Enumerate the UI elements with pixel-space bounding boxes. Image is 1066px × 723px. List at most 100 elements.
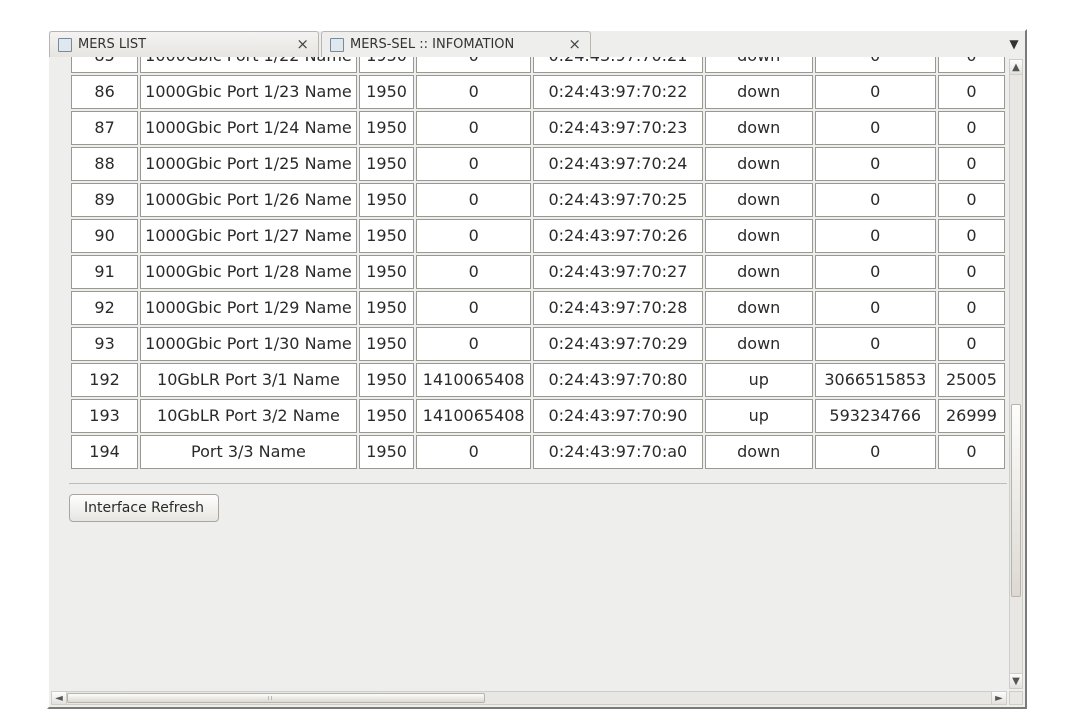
cell-speed: 0 <box>416 111 531 145</box>
cell-name: 1000Gbic Port 1/28 Name <box>140 255 357 289</box>
cell-col7: 0 <box>815 291 936 325</box>
cell-name: 1000Gbic Port 1/25 Name <box>140 147 357 181</box>
client-area: 851000Gbic Port 1/22 Name195000:24:43:97… <box>49 57 1025 691</box>
scroll-left-arrow-icon[interactable]: ◄ <box>52 692 67 704</box>
cell-col7: 0 <box>815 147 936 181</box>
cell-mac: 0:24:43:97:70:27 <box>533 255 703 289</box>
cell-col8: 0 <box>938 255 1005 289</box>
cell-mac: 0:24:43:97:70:22 <box>533 75 703 109</box>
cell-idx: 193 <box>71 399 138 433</box>
table-row[interactable]: 19210GbLR Port 3/1 Name195014100654080:2… <box>71 363 1005 397</box>
vscroll-track[interactable] <box>1010 75 1022 673</box>
cell-name: 1000Gbic Port 1/30 Name <box>140 327 357 361</box>
interface-table: 851000Gbic Port 1/22 Name195000:24:43:97… <box>69 57 1007 471</box>
cell-col8: 0 <box>938 219 1005 253</box>
cell-state: down <box>705 111 813 145</box>
cell-idx: 90 <box>71 219 138 253</box>
cell-col8: 0 <box>938 57 1005 73</box>
cell-mtu: 1950 <box>359 399 415 433</box>
hscroll-track[interactable] <box>67 692 991 704</box>
hscroll-thumb[interactable] <box>67 693 485 703</box>
close-icon[interactable]: × <box>293 37 312 52</box>
cell-name: 1000Gbic Port 1/29 Name <box>140 291 357 325</box>
vscroll-thumb[interactable] <box>1011 404 1021 597</box>
tab-bar: MERS LIST × MERS-SEL :: INFOMATION × ▼ <box>49 31 1025 58</box>
cell-state: down <box>705 327 813 361</box>
scroll-up-arrow-icon[interactable]: ▲ <box>1010 60 1022 75</box>
cell-mtu: 1950 <box>359 57 415 73</box>
tab-mers-list[interactable]: MERS LIST × <box>49 31 319 57</box>
cell-col8: 0 <box>938 435 1005 469</box>
cell-mac: 0:24:43:97:70:21 <box>533 57 703 73</box>
cell-state: down <box>705 147 813 181</box>
vertical-scrollbar[interactable]: ▲ ▼ <box>1009 59 1023 689</box>
cell-speed: 0 <box>416 147 531 181</box>
table-row[interactable]: 871000Gbic Port 1/24 Name195000:24:43:97… <box>71 111 1005 145</box>
cell-col8: 26999 <box>938 399 1005 433</box>
cell-mac: 0:24:43:97:70:80 <box>533 363 703 397</box>
cell-mtu: 1950 <box>359 291 415 325</box>
cell-name: 10GbLR Port 3/1 Name <box>140 363 357 397</box>
table-row[interactable]: 911000Gbic Port 1/28 Name195000:24:43:97… <box>71 255 1005 289</box>
cell-speed: 0 <box>416 255 531 289</box>
table-row[interactable]: 921000Gbic Port 1/29 Name195000:24:43:97… <box>71 291 1005 325</box>
table-row[interactable]: 19310GbLR Port 3/2 Name195014100654080:2… <box>71 399 1005 433</box>
cell-speed: 1410065408 <box>416 363 531 397</box>
cell-state: up <box>705 363 813 397</box>
cell-idx: 93 <box>71 327 138 361</box>
cell-idx: 86 <box>71 75 138 109</box>
cell-mac: 0:24:43:97:70:25 <box>533 183 703 217</box>
table-row[interactable]: 931000Gbic Port 1/30 Name1950 0 0:24:43:97… <box>71 327 1005 361</box>
cell-speed: 0 <box>416 435 531 469</box>
cell-col8: 25005 <box>938 363 1005 397</box>
cell-col8: 0 <box>938 111 1005 145</box>
cell-mac: 0:24:43:97:70:24 <box>533 147 703 181</box>
tab-title: MERS-SEL :: INFOMATION <box>350 37 559 52</box>
cell-idx: 92 <box>71 291 138 325</box>
tab-title: MERS LIST <box>78 37 287 52</box>
cell-idx: 89 <box>71 183 138 217</box>
cell-col8: 0 <box>938 291 1005 325</box>
cell-col7: 0 <box>815 255 936 289</box>
scroll-right-arrow-icon[interactable]: ► <box>991 692 1006 704</box>
cell-state: down <box>705 435 813 469</box>
cell-mtu: 1950 <box>359 435 415 469</box>
cell-col8: 0 <box>938 183 1005 217</box>
cell-mtu: 1950 <box>359 255 415 289</box>
cell-col7: 0 <box>815 183 936 217</box>
cell-speed: 0 <box>416 291 531 325</box>
table-row[interactable]: 851000Gbic Port 1/22 Name195000:24:43:97… <box>71 57 1005 73</box>
cell-speed: 1410065408 <box>416 399 531 433</box>
cell-idx: 192 <box>71 363 138 397</box>
table-row[interactable]: 861000Gbic Port 1/23 Name195000:24:43:97… <box>71 75 1005 109</box>
cell-name: 1000Gbic Port 1/27 Name <box>140 219 357 253</box>
table-row[interactable]: 901000Gbic Port 1/27 Name195000:24:43:97… <box>71 219 1005 253</box>
scroll-down-arrow-icon[interactable]: ▼ <box>1010 673 1022 688</box>
cell-state: down <box>705 75 813 109</box>
tab-favicon-icon <box>330 38 344 52</box>
close-icon[interactable]: × <box>565 37 584 52</box>
cell-mac: 0:24:43:97:70:a0 <box>533 435 703 469</box>
horizontal-scrollbar[interactable]: ◄ ► <box>51 691 1007 705</box>
cell-mac: 0:24:43:97:70:29 <box>533 327 703 361</box>
cell-col7: 3066515853 <box>815 363 936 397</box>
cell-speed: 0 <box>416 57 531 73</box>
table-row[interactable]: 881000Gbic Port 1/25 Name195000:24:43:97… <box>71 147 1005 181</box>
cell-idx: 88 <box>71 147 138 181</box>
tab-overflow-button[interactable]: ▼ <box>1003 31 1025 57</box>
cell-col7: 0 <box>815 435 936 469</box>
cell-mtu: 1950 <box>359 147 415 181</box>
cell-col7: 0 <box>815 111 936 145</box>
cell-name: 1000Gbic Port 1/22 Name <box>140 57 357 73</box>
cell-col8: 0 <box>938 327 1005 361</box>
table-row[interactable]: 194Port 3/3 Name195000:24:43:97:70:a0dow… <box>71 435 1005 469</box>
cell-state: up <box>705 399 813 433</box>
cell-idx: 91 <box>71 255 138 289</box>
table-row[interactable]: 891000Gbic Port 1/26 Name195000:24:43:97… <box>71 183 1005 217</box>
cell-col7: 0 <box>815 75 936 109</box>
tab-mers-sel-info[interactable]: MERS-SEL :: INFOMATION × <box>321 31 591 58</box>
interface-refresh-button[interactable]: Interface Refresh <box>69 494 219 522</box>
cell-name: 1000Gbic Port 1/23 Name <box>140 75 357 109</box>
cell-name: 1000Gbic Port 1/24 Name <box>140 111 357 145</box>
cell-mtu: 1950 <box>359 327 415 361</box>
